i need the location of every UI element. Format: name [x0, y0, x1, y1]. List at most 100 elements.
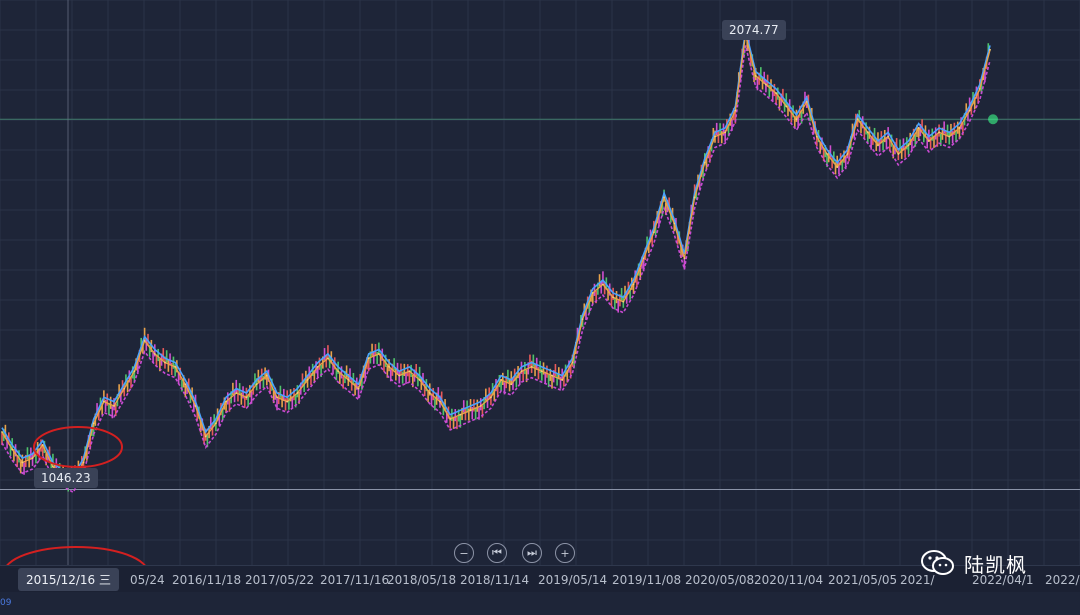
- x-tick-label: 2021/05/05: [828, 573, 898, 587]
- data-point: [102, 400, 105, 403]
- data-point: [469, 409, 472, 412]
- data-point: [968, 109, 971, 112]
- data-point: [21, 461, 24, 464]
- data-point: [591, 292, 594, 294]
- x-tick-label: 05/24: [130, 573, 165, 587]
- data-point: [805, 100, 808, 103]
- data-point: [602, 283, 604, 286]
- x-tick-label: 2020/05/08: [685, 573, 755, 587]
- data-point: [958, 127, 961, 129]
- data-point: [164, 361, 166, 364]
- data-point: [327, 357, 329, 360]
- data-point: [989, 48, 991, 51]
- date-highlight-ellipse: [3, 546, 149, 600]
- data-point: [439, 400, 441, 403]
- data-point: [978, 87, 981, 90]
- x-tick-label: 2021/: [900, 573, 935, 587]
- data-point: [214, 422, 217, 425]
- watermark: 陆凯枫: [920, 548, 1027, 578]
- x-tick-label: 2020/11/04: [754, 573, 824, 587]
- data-point: [479, 405, 482, 407]
- data-point: [337, 370, 340, 373]
- jump-to-start-button[interactable]: ⏮: [487, 543, 507, 563]
- x-tick-label: 2017/11/16: [320, 573, 390, 587]
- data-point: [143, 339, 146, 342]
- data-point: [276, 396, 278, 399]
- data-point: [520, 370, 523, 373]
- data-point: [663, 196, 665, 199]
- data-point: [887, 135, 890, 138]
- data-point: [41, 444, 44, 446]
- data-point: [622, 300, 625, 303]
- data-point: [286, 400, 289, 403]
- data-point: [642, 257, 645, 260]
- wechat-icon: [921, 550, 954, 575]
- data-point: [612, 296, 615, 299]
- data-point: [917, 127, 920, 129]
- data-point: [316, 365, 319, 368]
- low-highlight-ellipse: [33, 426, 123, 468]
- x-tick-label: 2018/05/18: [387, 573, 457, 587]
- data-point: [652, 231, 655, 234]
- data-point: [113, 405, 115, 407]
- data-point: [194, 405, 197, 407]
- data-point: [714, 135, 716, 138]
- data-point: [82, 461, 85, 464]
- data-point: [428, 392, 431, 394]
- zoom-in-button[interactable]: +: [555, 543, 575, 563]
- data-point: [877, 144, 879, 147]
- x-tick-label: 2019/05/14: [538, 573, 608, 587]
- x-tick-label: 2022/: [1045, 573, 1080, 587]
- data-point: [765, 83, 767, 86]
- x-axis: 05/24 2016/11/18 2017/05/22 2017/11/16 2018/…: [0, 565, 1080, 592]
- watermark-text: 陆凯枫: [964, 552, 1027, 577]
- data-point: [1, 431, 3, 433]
- data-point: [418, 379, 421, 381]
- data-point: [11, 448, 14, 451]
- data-point: [184, 383, 187, 386]
- ma-line-blue: [1, 30, 991, 479]
- zoom-out-button[interactable]: −: [454, 543, 474, 563]
- data-point: [826, 153, 828, 155]
- data-point: [673, 222, 676, 225]
- data-point: [377, 352, 380, 355]
- data-point: [795, 118, 798, 121]
- price-chart[interactable]: [0, 0, 1080, 600]
- data-point: [693, 196, 696, 199]
- data-point: [754, 74, 757, 77]
- high-price-callout: 2074.77: [722, 20, 786, 40]
- data-point: [265, 374, 268, 377]
- data-point: [388, 365, 390, 368]
- x-tick-label: 2022/04/1: [972, 573, 1034, 587]
- data-point: [938, 131, 940, 134]
- data-point: [92, 422, 95, 425]
- data-point: [510, 383, 513, 386]
- data-point: [408, 370, 411, 373]
- data-point: [500, 379, 502, 381]
- data-point: [897, 153, 900, 155]
- data-point: [153, 352, 156, 355]
- data-point: [836, 166, 839, 168]
- ma-line-magenta: [1, 45, 991, 494]
- data-point: [31, 457, 34, 460]
- data-point: [775, 92, 778, 95]
- data-point: [490, 396, 492, 399]
- data-point: [225, 400, 227, 403]
- data-point: [571, 361, 574, 364]
- data-point: [398, 374, 401, 377]
- x-tick-label: 2017/05/22: [245, 573, 315, 587]
- jump-to-end-button[interactable]: ⏭: [522, 543, 542, 563]
- data-point: [245, 396, 248, 399]
- data-point: [306, 379, 309, 381]
- candles: [1, 23, 990, 492]
- data-point: [449, 418, 452, 420]
- grid: [0, 0, 1080, 565]
- data-point: [683, 257, 686, 260]
- data-point: [948, 135, 951, 138]
- data-point: [927, 140, 930, 142]
- axis-fragment-label: 09: [0, 598, 12, 608]
- data-point: [785, 105, 788, 108]
- data-point: [459, 413, 462, 416]
- cursor-date-label: 2015/12/16 三: [18, 568, 119, 591]
